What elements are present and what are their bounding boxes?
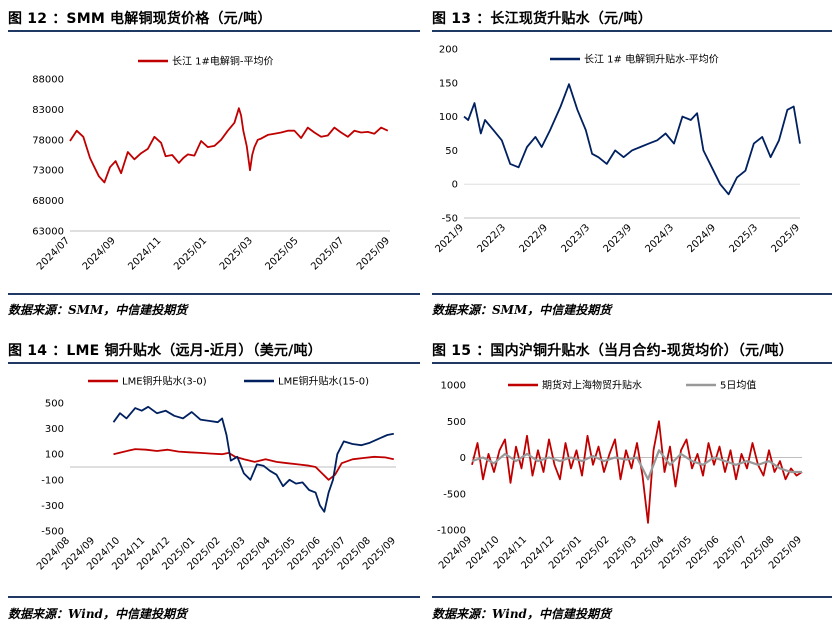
chart-title: 图 12 ：SMM 电解铜现货价格（元/吨） [8, 11, 272, 27]
source-rule [432, 596, 832, 598]
y-tick-label: 500 [447, 417, 466, 428]
x-tick-label: 2023/3 [559, 222, 592, 255]
x-tick-label: 2022/3 [475, 222, 508, 255]
chart-panel-1: 图 12 ：SMM 电解铜现货价格（元/吨） 63000 68000 73000 78… [8, 8, 420, 318]
series-line [471, 420, 803, 524]
source-note: 数据来源：SMM，中信建投期货 [432, 303, 612, 317]
x-tick-label: 2025/09 [355, 235, 392, 272]
series-line [471, 449, 802, 481]
title-rule [432, 30, 832, 32]
legend-label: 5日均值 [720, 379, 756, 392]
x-tick-label: 2024/07 [35, 235, 72, 272]
x-tick-label: 2025/07 [309, 235, 346, 272]
legend-label: LME铜升贴水(15-0) [278, 375, 369, 388]
chart-plot: -500-300-1001003005002024/082024/092024/… [35, 375, 398, 573]
x-tick-label: 2024/9 [685, 222, 718, 255]
x-tick-label: 2024/09 [81, 235, 118, 272]
chart-plot: -1000-500050010002024/092024/102024/1120… [437, 379, 804, 572]
y-tick-label: 73000 [32, 166, 64, 177]
y-tick-label: 78000 [32, 135, 64, 146]
x-tick-label: 2022/9 [517, 222, 550, 255]
chart-plot: -50 0 50 100 150 200 2021/9 2022/3 2022/9 2023/3 2… [433, 45, 802, 256]
chart-title: 图 14 ：LME 铜升贴水（远月-近月）（美元/吨） [8, 343, 322, 359]
x-tick-label: 2024/3 [643, 222, 676, 255]
title-rule [8, 362, 420, 364]
legend-label: 期货对上海物贸升贴水 [542, 379, 642, 392]
y-tick-label: -50 [442, 214, 458, 225]
series-line [112, 405, 394, 513]
chart-panel-3: 图 14 ：LME 铜升贴水（远月-近月）（美元/吨） -500 -300 -100… [8, 340, 420, 630]
y-tick-label: 100 [45, 450, 64, 461]
source-rule [432, 293, 832, 295]
chart-title: 图 15 ：国内沪铜升贴水（当月合约-现货均价）（元/吨） [432, 343, 793, 359]
legend-label: 长江 1# 电解铜升贴水-平均价 [584, 53, 719, 66]
y-tick-label: 88000 [32, 75, 64, 86]
source-rule [8, 293, 420, 295]
x-tick-label: 2025/05 [264, 235, 301, 272]
y-tick-label: -500 [41, 527, 64, 538]
y-tick-label: -500 [443, 489, 466, 500]
y-tick-label: 68000 [32, 196, 64, 207]
legend-label: LME铜升贴水(3-0) [122, 375, 207, 388]
y-tick-label: 500 [45, 399, 64, 410]
y-tick-label: 0 [452, 180, 458, 191]
y-tick-label: 150 [439, 78, 458, 89]
title-rule [432, 362, 832, 364]
y-tick-label: -100 [41, 475, 64, 486]
x-tick-label: 2025/3 [727, 222, 760, 255]
source-note: 数据来源：Wind，中信建投期货 [8, 607, 187, 621]
y-tick-label: -300 [41, 501, 64, 512]
y-tick-label: 100 [439, 112, 458, 123]
x-tick-label: 2024/11 [126, 235, 163, 272]
y-tick-label: 63000 [32, 227, 64, 238]
y-tick-label: 1000 [441, 381, 466, 392]
series-line [113, 448, 394, 481]
chart-panel-2: 图 13 ：长江现货升贴水（元/吨） -50 0 50 100 150 200 2021/9… [432, 8, 832, 318]
title-rule [8, 30, 420, 32]
source-rule [8, 596, 420, 598]
x-tick-label: 2025/01 [172, 235, 209, 272]
chart-title: 图 13 ：长江现货升贴水（元/吨） [432, 11, 652, 27]
y-tick-label: -1000 [437, 526, 466, 537]
chart-panel-4: 图 15 ：国内沪铜升贴水（当月合约-现货均价）（元/吨） -1000 -500 0… [432, 340, 832, 630]
source-note: 数据来源：SMM，中信建投期货 [8, 303, 188, 317]
x-tick-label: 2021/9 [433, 222, 466, 255]
y-tick-label: 50 [445, 146, 458, 157]
x-tick-label: 2025/9 [769, 222, 802, 255]
y-tick-label: 0 [460, 453, 466, 464]
series-line [69, 107, 389, 184]
x-tick-label: 2025/03 [218, 235, 255, 272]
legend-label: 长江 1#电解铜-平均价 [172, 55, 274, 68]
y-tick-label: 300 [45, 424, 64, 435]
source-note: 数据来源：Wind，中信建投期货 [432, 607, 611, 621]
y-tick-label: 200 [439, 45, 458, 56]
series-line [463, 83, 801, 196]
y-tick-label: 83000 [32, 105, 64, 116]
x-tick-label: 2023/9 [601, 222, 634, 255]
